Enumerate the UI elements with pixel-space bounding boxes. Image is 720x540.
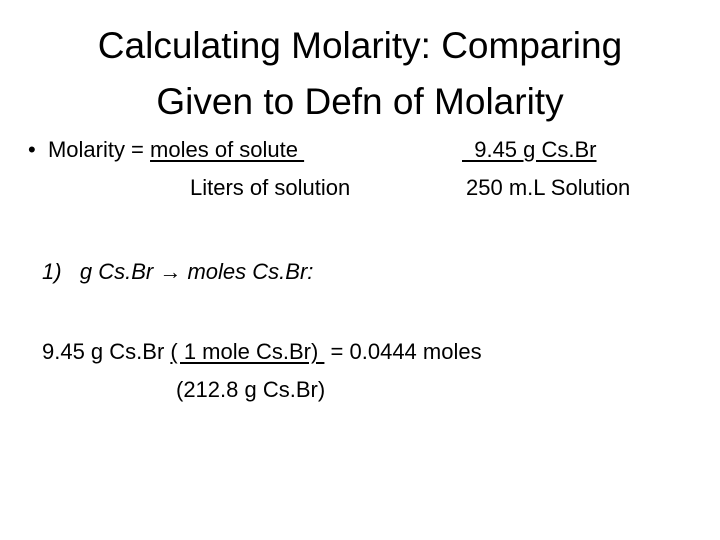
- calc-factor-numerator: ( 1 mole Cs.Br): [170, 339, 325, 364]
- molarity-numerator: moles of solute: [150, 137, 305, 162]
- bullet-marker: •: [28, 137, 36, 162]
- slide-title: Calculating Molarity: Comparing Given to…: [20, 18, 700, 130]
- molarity-label: Molarity =: [47, 137, 151, 162]
- molarity-denominator: Liters of solution: [190, 175, 351, 200]
- given-denominator: 250 m.L Solution: [466, 175, 631, 200]
- step-1-number: 1): [42, 259, 62, 284]
- calc-factor-denominator: (212.8 g Cs.Br): [176, 377, 326, 402]
- title-line-2: Given to Defn of Molarity: [156, 81, 564, 122]
- given-numerator: 9.45 g Cs.Br: [462, 137, 597, 162]
- step-1-text: g Cs.Br → moles Cs.Br:: [79, 259, 314, 284]
- calculation-line: 9.45 g Cs.Br ( 1 mole Cs.Br) = 0.0444 mo…: [42, 338, 482, 366]
- title-line-1: Calculating Molarity: Comparing: [97, 25, 623, 66]
- calc-result: = 0.0444 moles: [324, 339, 482, 364]
- step-1-line: 1) g Cs.Br → moles Cs.Br:: [42, 258, 313, 286]
- calc-given: 9.45 g Cs.Br: [42, 339, 171, 364]
- molarity-definition-line: • Molarity = moles of solute: [28, 136, 304, 164]
